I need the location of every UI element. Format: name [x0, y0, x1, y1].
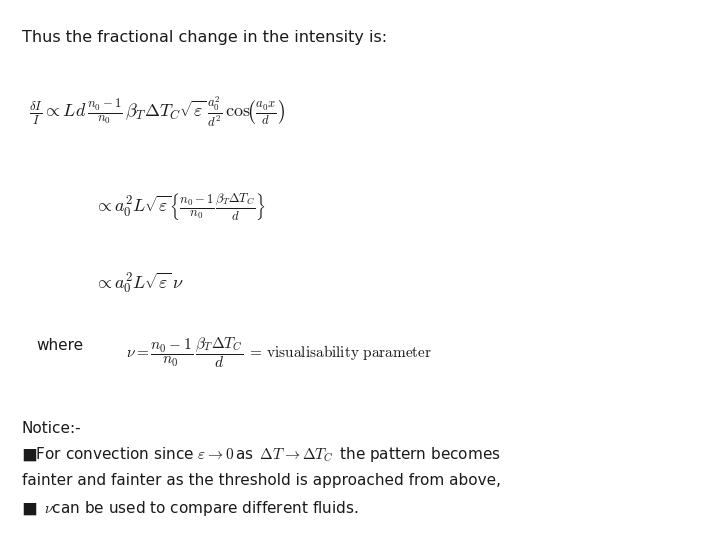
Text: $\propto a_0^2 L\sqrt{\varepsilon}\left\{\frac{n_0-1}{n_0}\frac{\beta_T \Delta T: $\propto a_0^2 L\sqrt{\varepsilon}\left\… — [94, 192, 265, 222]
Text: fainter and fainter as the threshold is approached from above,: fainter and fainter as the threshold is … — [22, 472, 500, 488]
Text: $\frac{\delta I}{I} \propto Ld\,\frac{n_0-1}{n_0}\,\beta_T \Delta T_C\sqrt{\vare: $\frac{\delta I}{I} \propto Ld\,\frac{n_… — [29, 94, 285, 129]
Text: Thus the fractional change in the intensity is:: Thus the fractional change in the intens… — [22, 30, 387, 45]
Text: where: where — [36, 338, 83, 353]
Text: $\nu = \dfrac{n_0-1}{n_0}\,\dfrac{\beta_T \Delta T_C}{d}\;=\,\mathrm{visualisabi: $\nu = \dfrac{n_0-1}{n_0}\,\dfrac{\beta_… — [126, 335, 432, 369]
Text: $\propto a_0^2 L\sqrt{\varepsilon}\,\nu$: $\propto a_0^2 L\sqrt{\varepsilon}\,\nu$ — [94, 270, 183, 295]
Text: $\blacksquare\;$ $\nu$can be used to compare different fluids.: $\blacksquare\;$ $\nu$can be used to com… — [22, 500, 358, 518]
Text: $\blacksquare$For convection since $\varepsilon \rightarrow 0\,$as $\,\Delta T \: $\blacksquare$For convection since $\var… — [22, 446, 500, 464]
Text: Notice:-: Notice:- — [22, 421, 81, 436]
